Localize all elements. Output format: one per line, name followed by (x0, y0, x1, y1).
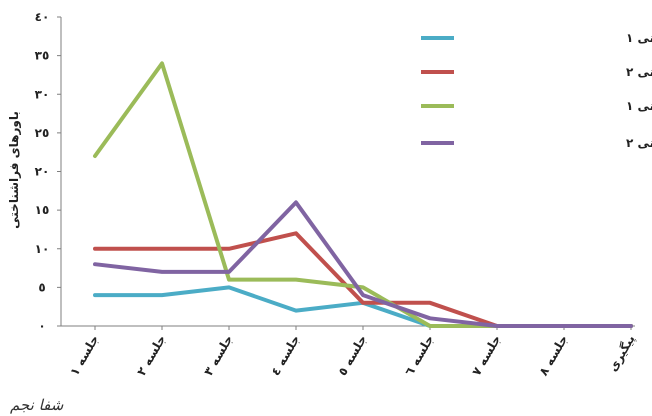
y-tick-label: ١٥ (35, 203, 50, 217)
legend-label: باورهای فراشناختی منفی -آزمودنی ١ (626, 98, 652, 114)
y-tick-labels: ٠ ٥ ١٠ ١٥ ٢٠ ٢٥ ٣٠ ٣٥ ٤٠ (35, 10, 61, 333)
y-tick-label: ٣٠ (35, 87, 50, 101)
y-tick-label: ٤٠ (35, 10, 50, 24)
y-tick-label: ٢٠ (35, 165, 50, 179)
series-line-4 (93, 200, 633, 328)
y-axis-label: باورهای فراشناختی (7, 111, 22, 229)
legend-label: باورهای فراشناختی منفی -آزمودنی ٢ (626, 135, 652, 151)
y-tick-label: ١٠ (35, 242, 50, 256)
legend: باورهای فراشناختی مثبت -آزمودنی ١ باورهای… (421, 30, 652, 151)
y-tick-label: ٥ (38, 280, 45, 294)
signature: شفا نجم (10, 396, 64, 414)
legend-label: باورهای فراشناختی مثبت -آزمودنی ١ (626, 30, 652, 46)
series-lines (93, 61, 633, 328)
y-tick-label: ٣٥ (35, 49, 50, 63)
y-tick-label: ٠ (38, 319, 45, 333)
y-tick-label: ٢٥ (35, 126, 50, 140)
legend-label: باورهای فراشناختی مثبت -آزمودنی ٢ (626, 64, 652, 80)
